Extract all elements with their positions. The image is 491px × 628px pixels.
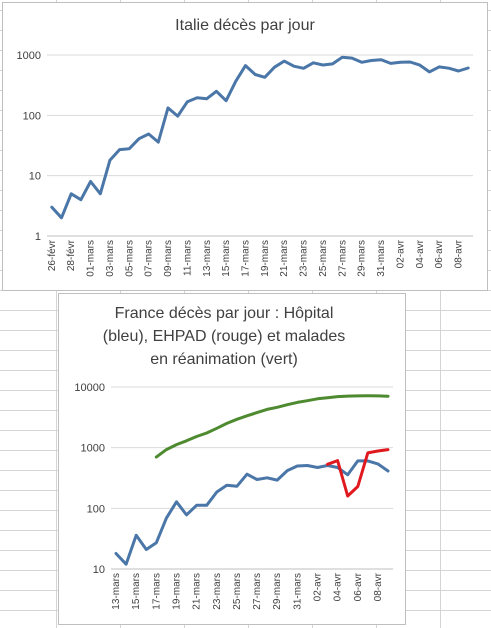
italy-x-tick-label: 05-mars [124, 240, 135, 277]
italy-x-tick-label: 11-mars [182, 240, 193, 276]
italy-y-tick-label: 1 [35, 231, 41, 243]
france-x-tick-label: 31-mars [292, 573, 303, 610]
france-y-tick-label: 10000 [74, 382, 105, 394]
italy-x-tick-label: 17-mars [240, 240, 251, 277]
france-x-tick-label: 04-avr [333, 572, 344, 601]
italy-x-tick-label: 25-mars [318, 240, 329, 277]
france-chart-title-line-1: France décès par jour : Hôpital [114, 305, 334, 322]
italy-y-tick-label: 1000 [17, 50, 41, 62]
france-x-tick-label: 06-avr [353, 572, 364, 601]
italy-x-tick-label: 08-avr [453, 239, 464, 268]
italy-x-tick-label: 28-févr [66, 239, 77, 271]
france-x-tick-label: 19-mars [171, 573, 182, 610]
italy-x-tick-label: 09-mars [163, 240, 174, 277]
france-chart-title: France décès par jour : Hôpital (bleu), … [89, 302, 359, 371]
france-x-tick-label: 27-mars [252, 573, 263, 610]
italy-x-tick-label: 01-mars [86, 240, 97, 277]
france-series-2-line [154, 394, 390, 459]
france-x-tick-label: 17-mars [151, 573, 162, 610]
france-x-tick-label: 25-mars [232, 573, 243, 610]
france-chart-title-line-2: (bleu), EHPAD (rouge) et malades [102, 328, 346, 345]
france-chart-plot: 10 100 1000 10000 13-mars 15-mars 17-mars 19-ma… [74, 382, 393, 610]
italy-x-tick-label: 29-mars [357, 240, 368, 277]
italy-x-tick-label: 19-mars [260, 240, 271, 277]
italy-x-tick-label: 04-avr [415, 239, 426, 268]
italy-x-tick-label: 31-mars [376, 240, 387, 277]
france-x-tick-label: 23-mars [212, 573, 223, 610]
italy-x-tick-label: 27-mars [337, 240, 348, 277]
italy-x-tick-label: 07-mars [144, 240, 155, 277]
italy-x-tick-label: 06-avr [434, 239, 445, 268]
france-x-tick-label: 13-mars [111, 573, 122, 610]
france-series-0-line [114, 459, 390, 566]
italy-x-tick-label: 26-févr [47, 239, 58, 271]
italy-x-tick-label: 23-mars [299, 240, 310, 277]
france-x-tick-label: 08-avr [373, 572, 384, 601]
france-x-tick-label: 21-mars [192, 573, 203, 610]
france-chart-title-line-3: en réanimation (vert) [150, 351, 298, 368]
italy-x-tick-label: 21-mars [279, 240, 290, 277]
france-chart[interactable]: France décès par jour : Hôpital (bleu), … [58, 293, 406, 625]
italy-y-tick-label: 10 [29, 171, 41, 183]
italy-x-tick-label: 03-mars [105, 240, 116, 277]
france-y-tick-label: 10 [93, 564, 105, 576]
france-series-1-line [326, 448, 390, 498]
italy-x-tick-label: 02-avr [395, 239, 406, 268]
italy-x-tick-label: 13-mars [202, 240, 213, 277]
france-x-tick-label: 02-avr [312, 572, 323, 601]
france-x-tick-label: 15-mars [131, 573, 142, 610]
italy-x-tick-label: 15-mars [221, 240, 232, 277]
france-y-tick-label: 1000 [81, 443, 105, 455]
france-x-tick-label: 29-mars [272, 573, 283, 610]
france-y-tick-label: 100 [87, 503, 105, 515]
italy-series-0-line [50, 55, 470, 220]
italy-y-tick-label: 100 [23, 110, 41, 122]
italy-chart-title: Italie décès par jour [175, 17, 315, 34]
italy-chart-plot: 1 10 100 1000 26-févr 28-févr 01-mars 03-mars 05… [17, 50, 473, 277]
italy-chart[interactable]: Italie décès par jour 1 10 100 1000 26-févr 2… [2, 2, 488, 291]
